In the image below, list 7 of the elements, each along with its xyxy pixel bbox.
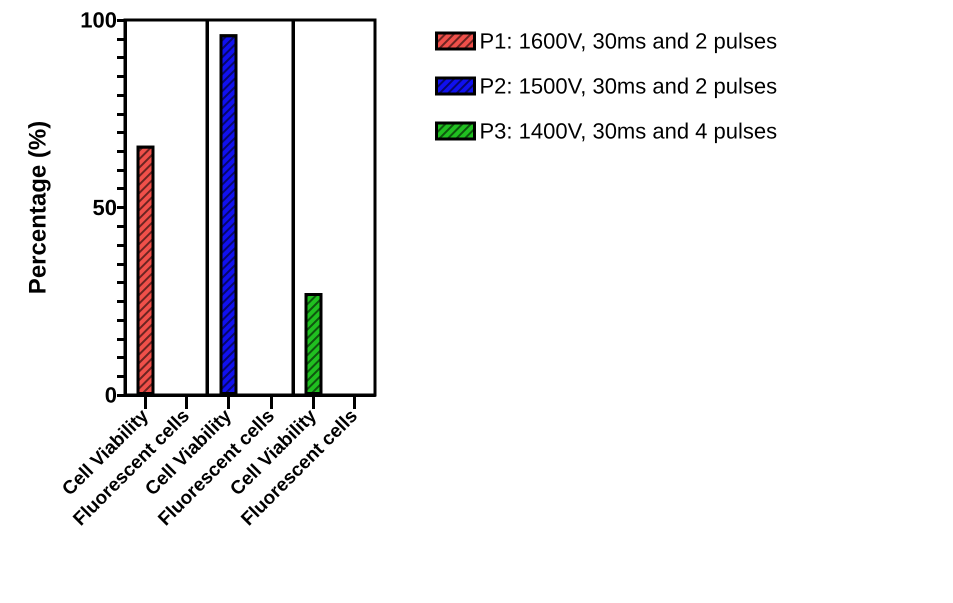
- legend-label: P2: 1500V, 30ms and 2 pulses: [480, 74, 778, 98]
- legend-label: P1: 1600V, 30ms and 2 pulses: [480, 28, 778, 54]
- legend-label: P3: 1400V, 30ms and 4 pulses: [480, 118, 778, 144]
- y-tick-label: 0: [104, 382, 117, 408]
- y-axis-title: Percentage (%): [24, 120, 52, 294]
- y-tick-label: 50: [92, 195, 117, 220]
- y-tick-label: 100: [80, 8, 117, 32]
